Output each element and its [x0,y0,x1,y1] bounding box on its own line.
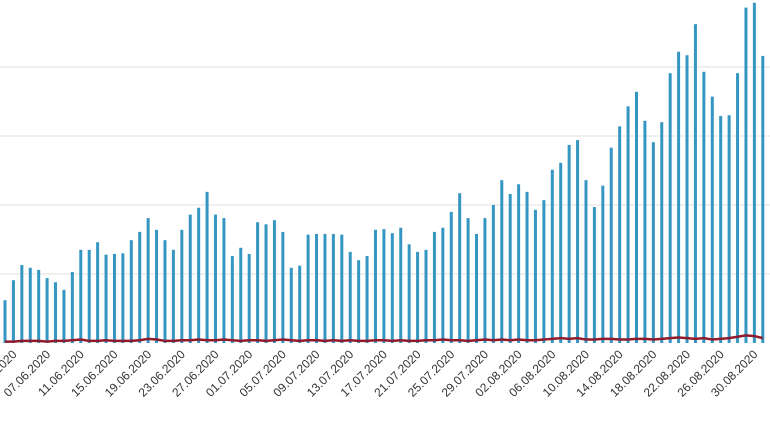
bar [171,249,175,343]
bar [542,200,546,343]
bar [163,240,167,343]
bar [601,185,605,343]
bar [222,218,226,343]
bar [188,214,192,343]
bar [635,91,638,344]
bar [550,169,554,343]
bar [197,207,201,343]
bar [643,120,647,343]
bar [651,142,655,343]
bar [45,278,49,343]
bar [609,147,613,343]
bar [70,271,74,343]
bar [155,229,159,343]
bar [357,260,361,343]
bar [424,249,428,343]
bar [340,234,344,343]
bar [559,162,563,343]
bar [517,184,521,343]
bar [146,218,150,343]
bar [205,191,209,343]
bar [365,256,369,343]
bar [264,224,268,343]
bar [685,55,689,343]
bar [533,209,537,343]
bar [28,267,32,343]
bar [475,233,479,343]
bar [719,115,723,343]
bar [62,289,66,343]
bar [3,300,7,343]
bar [112,253,116,343]
bar [736,73,740,343]
bar [289,267,293,343]
line [5,334,764,343]
bar [104,254,108,343]
bar [466,218,470,343]
bar [458,193,462,343]
bar [483,218,487,343]
bar [373,229,377,343]
bar [323,233,327,343]
bar [567,144,571,343]
bar [584,180,588,343]
bar [432,231,436,343]
bar [129,240,133,343]
bar [390,233,394,343]
bar [315,233,319,343]
bar [761,55,765,344]
bar [677,51,681,344]
bar [138,231,142,343]
bar [693,24,697,343]
bar [281,231,285,343]
bar [668,73,672,343]
bar [382,229,386,343]
bar [306,234,310,343]
bar [491,204,495,343]
bar [121,253,125,343]
bar [525,191,529,343]
bar [214,214,217,343]
bar [37,269,41,343]
bar [727,115,731,343]
bar [592,207,596,343]
bar [626,106,630,343]
bar [508,193,512,343]
bar [272,220,276,343]
bar [348,251,352,343]
bar [441,227,445,343]
bar [500,180,504,343]
bar [256,222,260,343]
bar [298,265,302,343]
bar [399,227,403,343]
bar [416,251,420,343]
bar [87,249,91,343]
bar [576,140,580,343]
bar [618,126,622,343]
bar [247,253,251,343]
bar [660,122,664,343]
bar [744,7,748,343]
bar [407,244,411,343]
bar [710,96,714,343]
bar [449,211,453,343]
bar [230,256,234,343]
bar [752,2,756,344]
bar [180,229,184,343]
bar [79,249,83,343]
bar [20,265,24,343]
bar [239,247,243,343]
bar [54,282,58,343]
bar [96,242,100,343]
bar [331,233,335,343]
bar [11,280,15,343]
bar [702,71,706,343]
